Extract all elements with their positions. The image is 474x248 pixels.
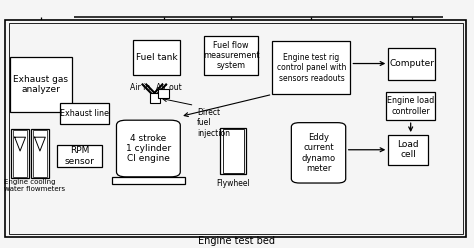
Bar [150,93,160,103]
Bar [158,89,169,98]
Text: Engine test rig
control panel with
sensors readouts: Engine test rig control panel with senso… [277,53,346,83]
Bar [133,40,180,75]
Text: Air out: Air out [155,83,182,92]
Bar [11,129,29,178]
Bar [10,57,72,112]
Text: Load
cell: Load cell [398,140,419,159]
Bar [388,48,436,80]
Text: Computer: Computer [389,59,434,68]
Text: Air in: Air in [130,83,150,92]
Bar [33,130,47,177]
Text: Exhaust gas
analyzer: Exhaust gas analyzer [13,75,68,94]
Text: Engine test bed: Engine test bed [199,236,275,246]
Bar [9,23,463,234]
Text: RPM
sensor: RPM sensor [65,146,95,166]
Bar [57,145,102,167]
Text: Engine cooling
water flowmeters: Engine cooling water flowmeters [4,179,65,192]
Text: Fuel flow
measurement
system: Fuel flow measurement system [203,41,259,70]
Bar [223,129,244,173]
Bar [31,129,49,178]
Bar [204,36,258,75]
Text: Fuel tank: Fuel tank [136,53,177,62]
Text: 4 stroke
1 cylinder
CI engine: 4 stroke 1 cylinder CI engine [126,134,171,163]
Bar [388,135,428,164]
FancyBboxPatch shape [117,120,180,177]
Bar [273,41,350,94]
Bar [386,92,436,120]
Text: Engine load
controller: Engine load controller [387,96,434,116]
Bar [13,130,27,177]
Text: Exhaust line: Exhaust line [60,109,109,118]
Bar [112,177,185,184]
Bar [5,20,466,237]
Text: Eddy
current
dynamo
meter: Eddy current dynamo meter [301,133,336,173]
Text: Direct
fuel
injection: Direct fuel injection [197,108,230,138]
FancyBboxPatch shape [292,123,346,183]
Text: Flywheel: Flywheel [216,179,250,187]
Bar [220,127,246,174]
Bar [60,103,109,124]
